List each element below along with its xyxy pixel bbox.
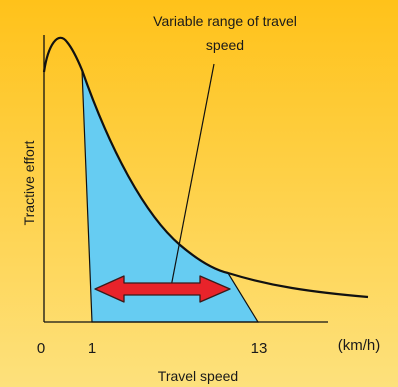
annotation-leader-line <box>170 63 215 288</box>
x-tick-label-0: 0 <box>37 340 45 357</box>
tractive-effort-curve <box>42 36 369 299</box>
x-tick-label-1: 1 <box>88 340 96 357</box>
x-unit-label: (km/h) <box>338 337 381 354</box>
x-axis-title: Travel speed <box>158 368 238 384</box>
speed-range-arrow <box>94 275 231 303</box>
x-tick-label-13: 13 <box>251 340 268 357</box>
annotation-line-1: Variable range of travel <box>153 13 297 29</box>
annotation-line-2: speed <box>206 37 244 53</box>
y-axis-title: Tractive effort <box>21 140 37 225</box>
